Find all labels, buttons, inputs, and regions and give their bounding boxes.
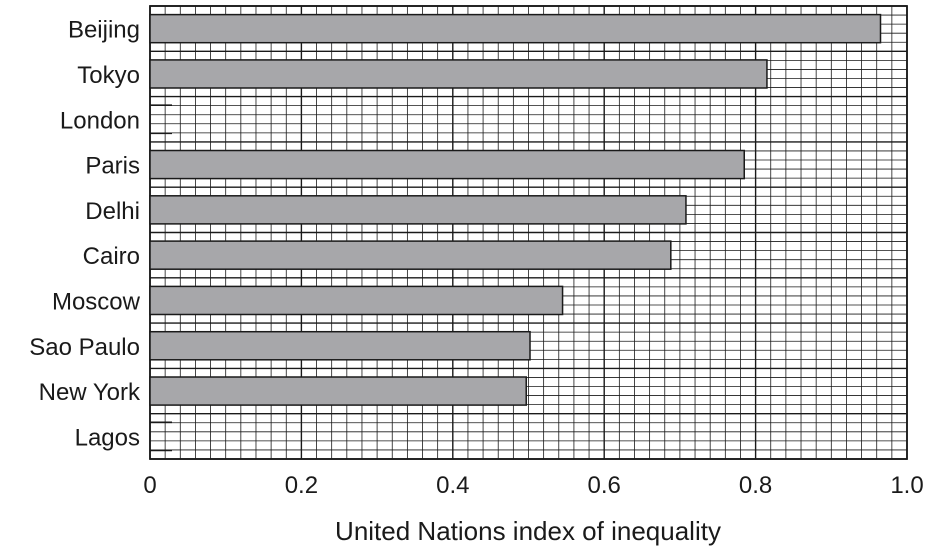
bar — [149, 195, 687, 225]
bar — [149, 285, 564, 316]
category-label: New York — [39, 379, 141, 406]
category-label: Moscow — [52, 288, 141, 315]
category-labels: Beijing Tokyo London Paris Delhi Cairo Moscow S… — [29, 17, 141, 452]
category-label: Sao Paulo — [29, 334, 140, 361]
bar — [149, 13, 882, 44]
x-tick-label: 0.2 — [285, 472, 318, 499]
x-axis-title: United Nations index of inequality — [335, 516, 721, 546]
bar — [149, 149, 745, 180]
category-label: Tokyo — [77, 62, 140, 89]
x-tick-label: 0.8 — [739, 472, 772, 499]
bar — [149, 376, 527, 406]
category-label: Delhi — [85, 198, 140, 225]
x-tick-label: 0 — [143, 472, 156, 499]
bar-missing-marker — [150, 421, 172, 452]
category-label: London — [60, 107, 140, 134]
x-tick-label: 0.6 — [588, 472, 621, 499]
category-label: Beijing — [68, 17, 140, 44]
category-label: Paris — [85, 153, 140, 180]
bar — [149, 330, 531, 361]
x-tick-label: 1.0 — [890, 472, 923, 499]
bar — [149, 59, 768, 89]
bar — [149, 240, 672, 270]
bar-missing-marker — [150, 104, 172, 135]
plot-frame — [149, 5, 908, 460]
x-tick-labels: 0 0.2 0.4 0.6 0.8 1.0 — [143, 472, 923, 499]
bars — [149, 13, 882, 452]
category-label: Lagos — [75, 424, 140, 451]
category-label: Cairo — [83, 243, 140, 270]
x-tick-label: 0.4 — [436, 472, 469, 499]
